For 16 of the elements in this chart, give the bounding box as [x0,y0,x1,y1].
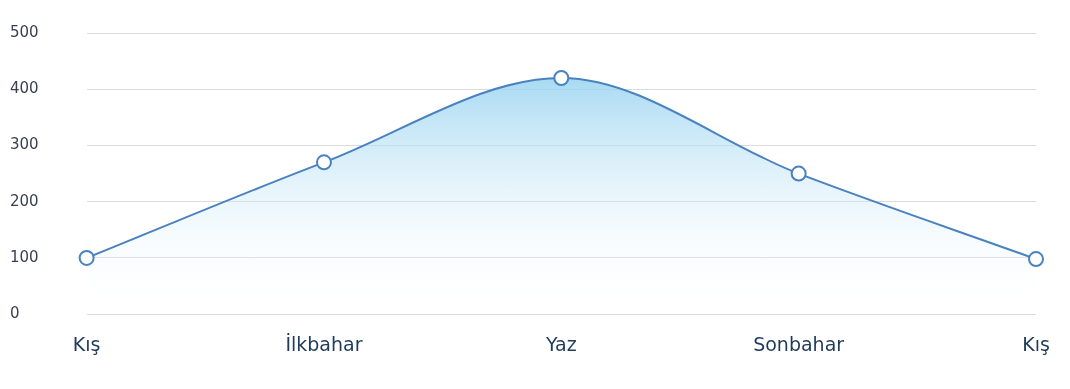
y-tick-label: 300 [10,135,39,154]
point [1028,251,1044,268]
x-tick-label: Yaz [545,332,577,355]
x-tick-label: Sonbahar [753,332,845,355]
point [790,165,807,182]
y-tick-label: 100 [10,247,39,266]
y-tick-label: 200 [10,191,39,210]
y-tick-label: 500 [10,22,39,41]
y-tick-label: 0 [10,304,20,323]
x-tick-label: Kış [72,332,101,355]
y-tick-label: 400 [10,79,39,98]
point [553,69,570,86]
point [315,154,332,171]
x-tick-label: İlkbahar [285,332,363,355]
x-tick-label: Kış [1022,332,1050,355]
point [78,249,95,266]
